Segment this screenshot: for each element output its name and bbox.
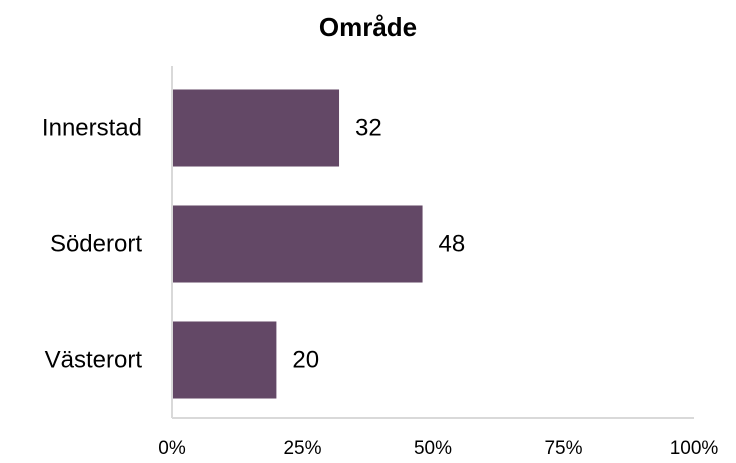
labels-layer: Innerstad 32 Söderort 48 Västerort 20 — [42, 115, 465, 374]
x-tick-label: 50% — [414, 438, 452, 458]
x-tick-label: 75% — [544, 438, 582, 458]
x-tick-label: 25% — [283, 438, 321, 458]
data-label: 20 — [292, 347, 319, 374]
category-label: Söderort — [50, 231, 142, 258]
bar-söderort — [172, 205, 423, 283]
chart-title: Område — [319, 12, 417, 42]
x-tick-label: 100% — [670, 438, 719, 458]
bar-innerstad — [172, 89, 340, 167]
x-axis-ticks: 0% 25% 50% 75% 100% — [158, 438, 719, 459]
x-tick-label: 0% — [158, 438, 186, 458]
category-label: Innerstad — [42, 115, 142, 142]
data-label: 48 — [439, 231, 466, 258]
bars-layer — [172, 89, 423, 399]
bar-västerort — [172, 321, 277, 399]
data-label: 32 — [355, 115, 382, 142]
category-label: Västerort — [45, 347, 143, 374]
